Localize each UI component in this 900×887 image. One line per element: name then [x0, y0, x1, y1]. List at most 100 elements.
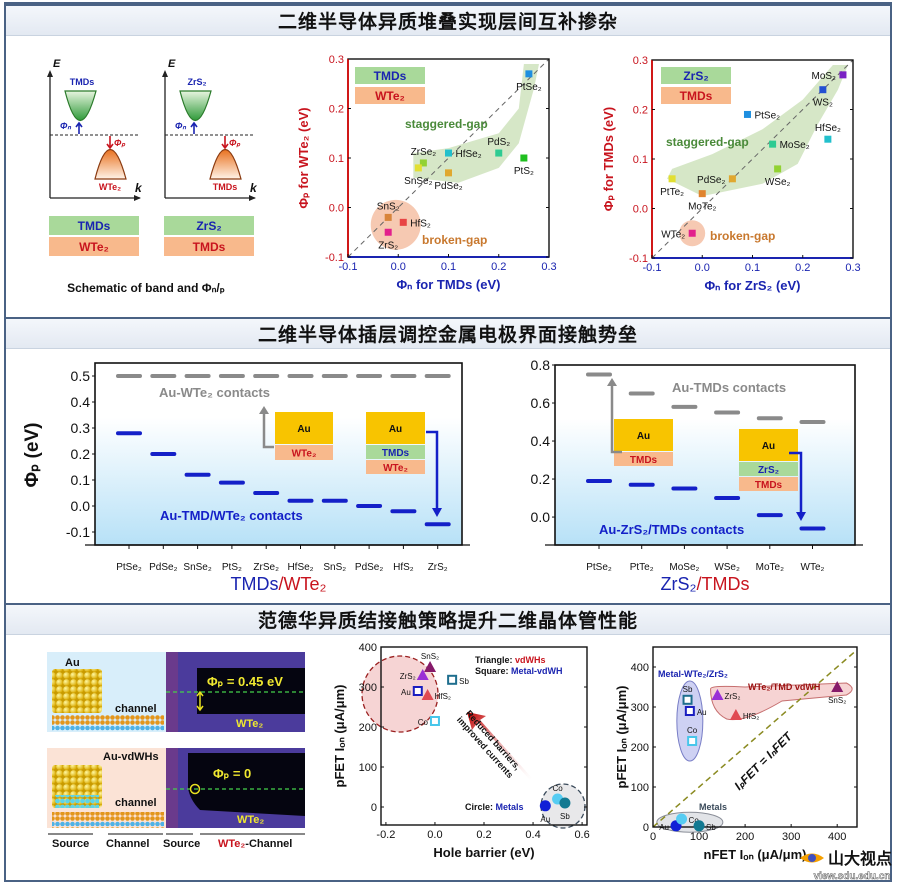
y-axis-title: pFET Iₒₙ (μA/μm)	[614, 686, 629, 789]
barrier-value-label: Φₚ = 0	[213, 766, 251, 781]
phi-p-arrow-icon	[106, 136, 114, 150]
square-marker	[447, 674, 458, 685]
category-label: PdSe₂	[355, 562, 383, 573]
section-title-interlayer: 二维半导体插层调控金属电极界面接触势垒	[6, 317, 890, 349]
improvement-arrow-icon	[467, 712, 532, 780]
inset-layer-au	[366, 412, 425, 444]
point-label: HfSe₂	[456, 149, 482, 160]
inset-layer-label: Au	[762, 441, 775, 452]
category-label: HfS₂	[393, 562, 414, 573]
point-label: MoS₂	[811, 71, 836, 82]
circle-marker	[676, 813, 688, 825]
square-marker	[414, 164, 422, 172]
x-tick-label: 0.3	[541, 261, 556, 273]
phi-n-arrow-icon	[190, 121, 198, 134]
inset-layer-material	[614, 452, 673, 466]
y-tick-label: 400	[359, 642, 377, 654]
plot-background	[555, 365, 855, 545]
inset-layer-material	[275, 445, 333, 460]
x-tick-label: 300	[782, 831, 800, 843]
conduction-band-parabola	[179, 90, 212, 122]
category-label: PdSe₂	[149, 562, 177, 573]
x-tick-label: 0	[650, 831, 656, 843]
up-arrow-icon	[610, 384, 622, 454]
lower-layer-label: WTe₂	[79, 240, 109, 254]
watermark-logo: 山大视点 view.sdu.edu.cn	[800, 849, 892, 882]
y-tick-label: 0.8	[531, 357, 551, 373]
y-tick-label: 0.0	[531, 509, 551, 525]
diagonal-dashed-line	[347, 58, 550, 258]
point-label: Sb	[459, 677, 469, 686]
band-gap-region	[188, 753, 305, 816]
square-marker	[429, 716, 440, 726]
y-axis-title: Φₚ (eV)	[22, 423, 43, 488]
y-tick-label: 0	[371, 802, 377, 814]
point-label: Co	[689, 816, 700, 825]
x-axis-title: ZrS₂/TMDs	[661, 574, 750, 594]
point-label: MoSe₂	[780, 140, 810, 151]
point-label: Au	[697, 708, 707, 717]
category-label: ZrS₂	[428, 562, 448, 573]
legend-lower-box	[355, 87, 425, 104]
barrier-height-arrow-icon	[196, 690, 204, 712]
x-tick-label: -0.2	[376, 829, 395, 841]
x-axis-title: Hole barrier (eV)	[433, 845, 534, 860]
point-label: MoTe₂	[688, 202, 716, 213]
square-marker	[495, 149, 503, 157]
inset-layer-material	[739, 477, 798, 491]
vdw-contact-annotation: Au-ZrS₂/TMDs contacts	[599, 522, 744, 537]
channel-layer-atoms	[52, 812, 164, 828]
point-label: PtSe₂	[516, 82, 542, 93]
upper-material-label: TMDs	[70, 77, 95, 87]
inset-layer-material	[366, 445, 425, 459]
square-marker	[419, 159, 427, 167]
down-arrow-icon	[426, 430, 439, 510]
y-tick-label: 400	[631, 662, 649, 674]
metal-contact-annotation: Au-WTe₂ contacts	[159, 385, 270, 400]
staggered-gap-region	[667, 65, 848, 197]
barrier-value-label: Φₚ = 0.45 eV	[207, 674, 283, 689]
watermark-name: 山大视点	[828, 849, 892, 868]
triangle-marker	[416, 669, 429, 680]
down-arrowhead	[432, 508, 442, 517]
point-label: Co	[687, 726, 698, 735]
y-tick-label: 0.4	[71, 394, 91, 410]
staggered-gap-label: staggered-gap	[666, 135, 749, 149]
triangle-marker	[421, 689, 434, 700]
point-label: WS₂	[813, 98, 833, 109]
source-label: Source	[52, 838, 89, 850]
square-marker	[769, 140, 777, 148]
y-tick-label: 200	[359, 722, 377, 734]
lower-layer-box	[49, 237, 139, 256]
axis-k-label: k	[135, 181, 143, 195]
square-marker	[728, 175, 736, 183]
x-tick-label: 0.2	[795, 262, 810, 274]
point-label: PtSe₂	[754, 110, 780, 121]
scatter-chart-nfet-vs-pfet: IₚFET = IₙFET Metal-WTe₂/ZrS₂ WTe₂/TMD vdW…	[614, 646, 858, 862]
y-tick-label: 0.0	[633, 204, 648, 216]
band-gap-region	[197, 668, 305, 714]
x-tick-label: 0.6	[574, 829, 589, 841]
y-tick-label: 0.1	[329, 153, 344, 165]
category-label: PtSe₂	[116, 562, 142, 573]
point-label: SnS₂	[421, 652, 439, 661]
broken-gap-region	[370, 199, 421, 250]
x-tick-label: -0.1	[643, 262, 662, 274]
device-illustrations: Au channel Φₚ = 0.45 eV WTe₂ Au-vdWHs channel…	[47, 652, 305, 850]
x-axis-title: nFET Iₒₙ (μA/μm)	[704, 847, 807, 862]
category-label: ZrSe₂	[253, 562, 279, 573]
point-label: ZrS₂	[378, 240, 398, 251]
scatter-chart-zrs2-stack: -0.1 0.0 0.1 0.2 0.3 -0.1 0.0 0.1 0.2 0.3 Φₙ for Z…	[601, 55, 861, 293]
x-tick-label: 0.1	[441, 261, 456, 273]
inset-layer-label: TMDs	[382, 448, 410, 459]
x-tick-label: 0.1	[745, 262, 760, 274]
point-label: HfSe₂	[815, 123, 841, 134]
square-marker	[520, 154, 528, 162]
staggered-gap-region	[413, 64, 539, 183]
point-label: PdSe₂	[697, 175, 725, 186]
square-marker	[774, 165, 782, 173]
channel-layer-atoms	[52, 715, 164, 731]
y-tick-label: -0.1	[629, 253, 648, 265]
inset-layer-au	[739, 429, 798, 461]
